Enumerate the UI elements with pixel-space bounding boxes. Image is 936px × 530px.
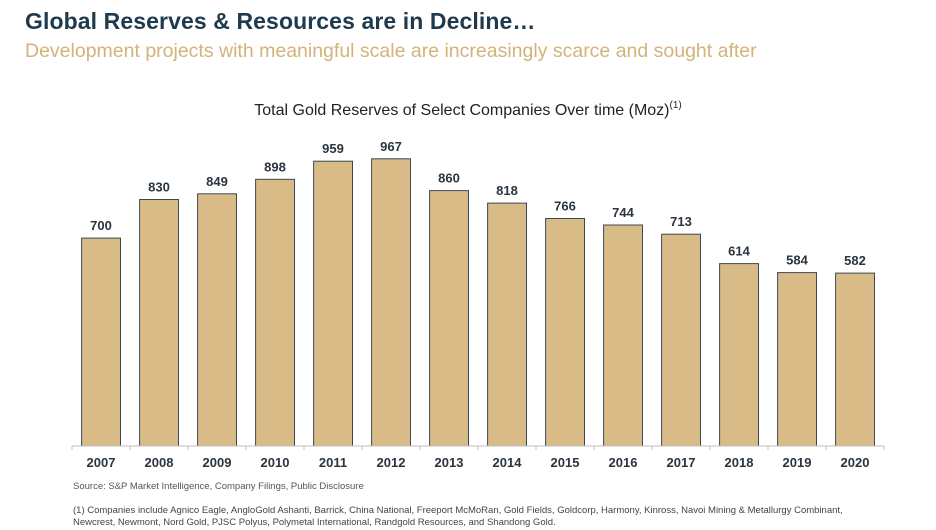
category-label-2017: 2017 — [667, 455, 696, 470]
bar-2016 — [603, 224, 643, 447]
bar-2011 — [313, 160, 354, 447]
bar-2012 — [371, 158, 412, 447]
footnote-line-2: Newcrest, Newmont, Nord Gold, PJSC Polyu… — [73, 516, 556, 528]
bar-chart: 700 830 849 898 959 967 860 818 766 744 713 614 584 5… — [71, 139, 885, 470]
category-label-2015: 2015 — [551, 455, 580, 470]
value-label-2008: 830 — [148, 180, 170, 195]
bar-2014 — [487, 202, 528, 447]
bar-2017 — [661, 233, 701, 447]
value-label-2010: 898 — [264, 159, 286, 174]
footnote-line-1: (1) Companies include Agnico Eagle, Angl… — [73, 505, 843, 516]
value-label-2007: 700 — [90, 218, 112, 233]
category-label-2013: 2013 — [435, 455, 464, 470]
bar-2013 — [429, 190, 470, 447]
category-label-2011: 2011 — [319, 455, 347, 470]
bar-2018 — [719, 263, 759, 447]
value-label-2018: 614 — [728, 244, 750, 259]
value-label-2009: 849 — [206, 174, 228, 189]
category-label-2018: 2018 — [725, 455, 754, 470]
chart-title-footnote-marker: (1) — [669, 100, 682, 111]
value-label-2019: 584 — [786, 253, 808, 268]
value-label-2013: 860 — [438, 171, 460, 186]
category-label-2020: 2020 — [841, 455, 870, 470]
bar-2007 — [81, 237, 121, 447]
category-label-2010: 2010 — [261, 455, 290, 470]
value-label-2017: 713 — [670, 214, 692, 229]
category-label-2016: 2016 — [609, 455, 638, 470]
chart-title-text: Total Gold Reserves of Select Companies … — [254, 102, 670, 119]
footnote: (1) Companies include Agnico Eagle, Angl… — [73, 505, 933, 528]
value-labels-group: 700 830 849 898 959 967 860 818 766 744 713 614 584 5… — [90, 139, 866, 268]
value-label-2016: 744 — [612, 205, 634, 220]
category-label-2007: 2007 — [87, 455, 116, 470]
value-label-2020: 582 — [844, 253, 866, 268]
bar-2009 — [197, 193, 238, 447]
source-note: Source: S&P Market Intelligence, Company… — [73, 481, 364, 492]
value-label-2014: 818 — [496, 183, 518, 198]
bar-2008 — [139, 199, 180, 447]
page-subtitle: Development projects with meaningful sca… — [25, 40, 757, 62]
bar-2015 — [545, 218, 585, 447]
category-label-2009: 2009 — [203, 455, 232, 470]
category-labels-group: 2007 2008 2009 2010 2011 2012 2013 2014 2015 2016… — [87, 455, 870, 470]
value-label-2012: 967 — [380, 139, 402, 154]
category-label-2008: 2008 — [145, 455, 174, 470]
category-label-2014: 2014 — [493, 455, 523, 470]
value-label-2015: 766 — [554, 199, 576, 214]
category-label-2012: 2012 — [377, 455, 406, 470]
bar-2010 — [255, 178, 296, 447]
x-axis — [71, 445, 885, 450]
chart-title: Total Gold Reserves of Select Companies … — [0, 100, 936, 120]
bars-group — [81, 158, 875, 447]
page-title: Global Reserves & Resources are in Decli… — [25, 8, 536, 34]
category-label-2019: 2019 — [783, 455, 812, 470]
bar-2019 — [777, 272, 817, 447]
value-label-2011: 959 — [322, 141, 344, 156]
bar-2020 — [835, 272, 875, 447]
